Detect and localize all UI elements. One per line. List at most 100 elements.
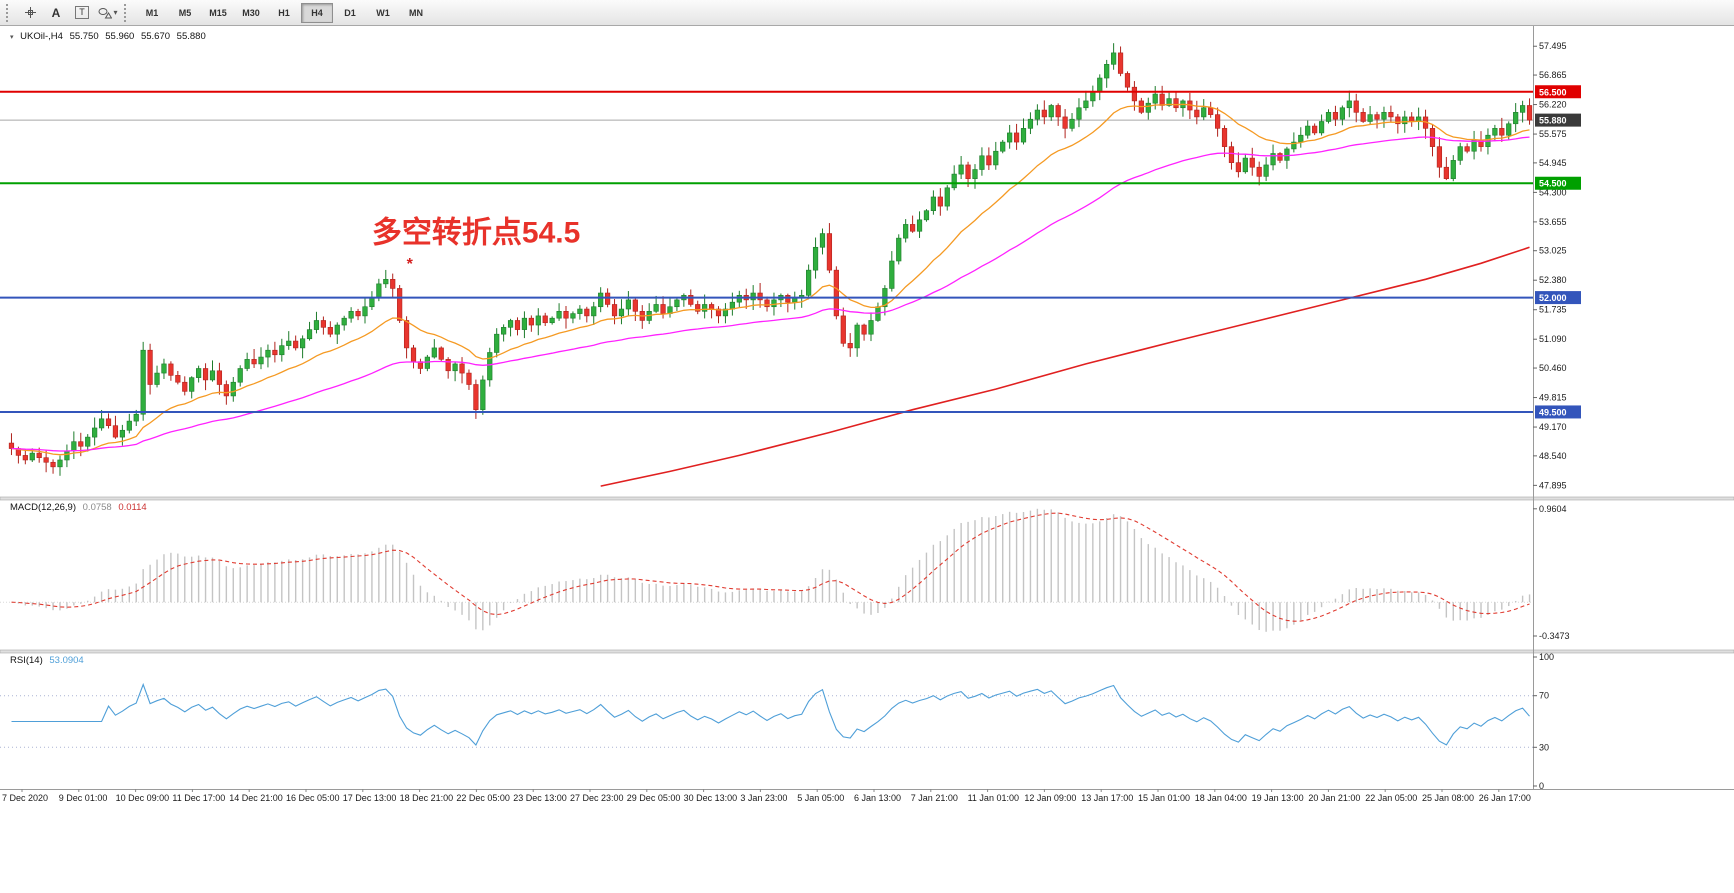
candle-body bbox=[979, 155, 985, 170]
candle-body bbox=[140, 349, 146, 415]
candle-body bbox=[1443, 166, 1449, 179]
candle-body bbox=[598, 292, 604, 308]
candle-body bbox=[618, 308, 625, 317]
shapes-tool-button[interactable]: ▾ bbox=[96, 2, 120, 24]
symbol-marker-icon: ▾ bbox=[10, 34, 14, 41]
price-badge-54.500-text: 54.500 bbox=[1539, 179, 1567, 189]
candle-body bbox=[674, 299, 680, 308]
ohlc-header: ▾ UKOil-,H4 55.750 55.960 55.670 55.880 bbox=[10, 31, 210, 42]
crosshair-tool-button[interactable] bbox=[18, 2, 42, 24]
candle-body bbox=[514, 320, 521, 330]
candle-body bbox=[1013, 132, 1020, 143]
candle-body bbox=[819, 233, 826, 248]
candle-body bbox=[348, 311, 354, 319]
candle-body bbox=[57, 459, 63, 468]
price-axis[interactable]: 57.495 56.865 56.220 55.575 54.945 54.300 53.6… bbox=[1533, 41, 1581, 791]
candle-body bbox=[1194, 109, 1200, 118]
candle-body bbox=[237, 368, 243, 383]
text-label-icon: A bbox=[51, 5, 61, 20]
price-axis-label: 53.025 bbox=[1539, 246, 1567, 256]
chart-canvas[interactable]: 多空转折点54.5 * 57.495 56.865 56.220 55.575 54.945… bbox=[0, 26, 1734, 893]
candle-body bbox=[507, 320, 514, 328]
timeframe-button-m30[interactable]: M30 bbox=[242, 7, 260, 18]
candle-body bbox=[1221, 128, 1228, 147]
timeframe-button-mn[interactable]: MN bbox=[409, 7, 423, 18]
candle-body bbox=[1464, 146, 1470, 152]
low-value: 55.670 bbox=[140, 31, 171, 42]
candle-body bbox=[1069, 118, 1075, 129]
text-box-icon: T bbox=[75, 6, 89, 19]
candle-body bbox=[1318, 121, 1325, 134]
candle-body bbox=[715, 308, 722, 317]
time-axis-label: 22 Jan 05:00 bbox=[1365, 793, 1417, 803]
annotation-sell-marker[interactable]: * bbox=[407, 256, 414, 273]
candle-body bbox=[1256, 166, 1262, 177]
candle-body bbox=[1409, 116, 1415, 122]
timeframe-button-d1[interactable]: D1 bbox=[344, 7, 356, 18]
candle-body bbox=[729, 301, 735, 310]
toolbar-grip[interactable] bbox=[6, 3, 11, 22]
panel-separator[interactable] bbox=[0, 496, 1734, 501]
timeframe-group: M1 M5 M15 M30 H1 H4 D1 W1 MN bbox=[136, 2, 432, 23]
rsi-axis-label: 100 bbox=[1539, 652, 1554, 662]
macd-panel bbox=[0, 508, 1533, 632]
annotation-pivot-note[interactable]: 多空转折点54.5 bbox=[372, 217, 580, 250]
candle-body bbox=[1076, 107, 1082, 120]
rsi-axis-label: 70 bbox=[1539, 691, 1549, 701]
candle-body bbox=[369, 297, 375, 308]
price-axis-label: 53.655 bbox=[1539, 217, 1567, 227]
timeframe-button-m1[interactable]: M1 bbox=[145, 7, 159, 18]
candle-body bbox=[930, 196, 936, 211]
candle-body bbox=[812, 246, 819, 271]
timeframe-button-h4[interactable]: H4 bbox=[301, 2, 333, 23]
candle-body bbox=[1291, 141, 1297, 150]
candle-body bbox=[487, 352, 493, 381]
time-axis-label: 13 Jan 17:00 bbox=[1081, 793, 1133, 803]
candle-body bbox=[272, 349, 278, 356]
candle-body bbox=[355, 311, 361, 317]
timeframe-button-m5[interactable]: M5 bbox=[178, 7, 192, 18]
candle-body bbox=[501, 327, 507, 335]
chevron-down-icon: ▾ bbox=[113, 8, 118, 17]
high-value: 55.960 bbox=[105, 31, 135, 42]
candle-body bbox=[92, 427, 98, 438]
candle-body bbox=[424, 356, 430, 369]
text-box-tool-button[interactable]: T bbox=[70, 2, 94, 24]
price-axis-label: 57.495 bbox=[1539, 41, 1567, 51]
candle-body bbox=[695, 304, 701, 312]
timeframe-button-h1[interactable]: H1 bbox=[278, 7, 290, 18]
time-axis-label: 22 Dec 05:00 bbox=[456, 793, 510, 803]
candle-body bbox=[251, 359, 257, 365]
candle-body bbox=[362, 306, 368, 317]
candle-body bbox=[1284, 148, 1290, 161]
macd-axis-label: -0.3473 bbox=[1539, 631, 1570, 641]
candle-body bbox=[1305, 125, 1311, 136]
panel-separator-2[interactable] bbox=[0, 649, 1734, 654]
candle-body bbox=[64, 450, 70, 461]
candle-body bbox=[1000, 141, 1006, 152]
time-axis-label: 3 Jan 23:00 bbox=[740, 793, 787, 803]
candle-body bbox=[161, 363, 167, 374]
time-axis-label: 17 Dec 13:00 bbox=[343, 793, 397, 803]
time-axis[interactable]: 7 Dec 2020 9 Dec 01:00 10 Dec 09:00 11 Dec … bbox=[2, 789, 1531, 803]
rsi-panel bbox=[0, 682, 1533, 748]
candle-body bbox=[410, 347, 417, 362]
toolbar-grip-2[interactable] bbox=[124, 3, 129, 22]
timeframe-button-w1[interactable]: W1 bbox=[376, 7, 390, 18]
candle-body bbox=[1201, 107, 1207, 118]
timeframe-button-m15[interactable]: M15 bbox=[209, 7, 227, 18]
candle-body bbox=[182, 381, 188, 392]
candle-body bbox=[854, 324, 860, 349]
candle-body bbox=[847, 343, 853, 349]
ma-mid-line bbox=[11, 136, 1530, 452]
candle-body bbox=[223, 384, 229, 397]
candle-body bbox=[1325, 112, 1332, 122]
candle-body bbox=[98, 418, 105, 429]
candle-body bbox=[459, 363, 465, 374]
candle-body bbox=[1270, 153, 1276, 166]
time-axis-label: 10 Dec 09:00 bbox=[116, 793, 170, 803]
text-label-tool-button[interactable]: A bbox=[44, 2, 68, 24]
rsi-value: 53.0904 bbox=[49, 655, 84, 666]
candle-body bbox=[1228, 146, 1235, 163]
